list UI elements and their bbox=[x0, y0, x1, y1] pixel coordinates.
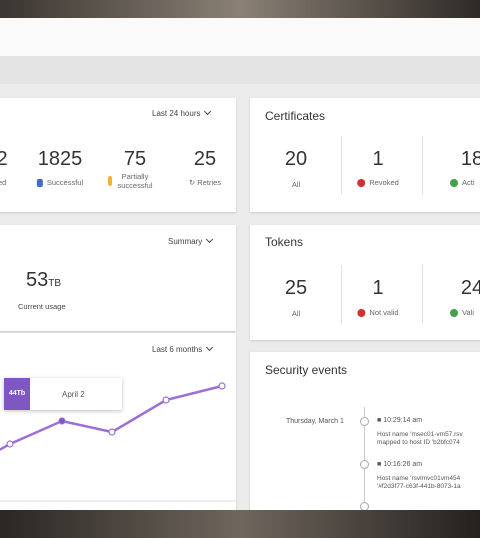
stat-label-text: Retries bbox=[197, 178, 222, 187]
point bbox=[6, 440, 14, 448]
stat-value: 18 bbox=[460, 148, 480, 170]
divider bbox=[341, 136, 342, 194]
stat-value: 75 bbox=[123, 148, 147, 170]
stat-label: All bbox=[291, 180, 301, 189]
certificates-card: Certificates 20 All 1 Revoked 18 Acti bbox=[250, 98, 480, 212]
stat-value: 25 bbox=[193, 148, 217, 170]
stat-value: 20 bbox=[284, 148, 308, 170]
usage-points bbox=[6, 382, 226, 448]
usage-chart-card: Last 6 months 44Tb April 2 bbox=[0, 333, 236, 513]
divider bbox=[341, 265, 342, 323]
stat-label: Revoked bbox=[357, 178, 399, 188]
event-time: ■ 10:16:26 am bbox=[377, 461, 423, 468]
stat-value: 25 bbox=[284, 277, 308, 299]
tooltip-value: 44Tb bbox=[4, 378, 30, 410]
stat-label-text: Vali bbox=[462, 308, 474, 317]
stat-label: Successful bbox=[36, 178, 84, 188]
icon bbox=[357, 309, 366, 318]
range-dropdown[interactable]: Last 24 hours bbox=[152, 109, 210, 118]
stat-label: ↻ Retries bbox=[188, 178, 222, 187]
event-text: Host name 'rsvlmvc01vm454 bbox=[377, 475, 461, 482]
point bbox=[218, 382, 226, 390]
card-title: Certificates bbox=[265, 109, 326, 123]
stat-label-text: Successful bbox=[46, 178, 84, 187]
tooltip: 44Tb April 2 bbox=[4, 378, 122, 410]
event-time: ■ 10:29:14 am bbox=[377, 417, 423, 424]
card-title: Security events bbox=[265, 363, 348, 377]
stat-value: 2 bbox=[0, 148, 8, 170]
stat-label: ed bbox=[0, 178, 7, 187]
security-events-card: Security events Thursday, March 1 ■ 10:2… bbox=[250, 352, 480, 512]
event-text: Host name 'msec01-vm57.rsv bbox=[377, 431, 463, 438]
stat-value: 1825 bbox=[37, 148, 83, 170]
icon bbox=[450, 179, 458, 188]
storage-card: Summary 53TB Current usage bbox=[0, 225, 236, 331]
stat-label: Partially successful bbox=[117, 172, 153, 190]
tooltip-date: April 2 bbox=[62, 390, 85, 399]
point bbox=[58, 417, 66, 425]
mode-dropdown[interactable]: Summary bbox=[168, 237, 212, 246]
stat-value: 1 bbox=[372, 277, 384, 299]
timeline-dot bbox=[360, 417, 369, 426]
toolbar bbox=[0, 56, 480, 84]
icon bbox=[450, 309, 458, 318]
tokens-card: Tokens 25 All 1 Not valid 24 Vali bbox=[250, 225, 480, 340]
usage-line bbox=[0, 384, 223, 451]
stat-value: 24 bbox=[460, 277, 480, 299]
stat-value: 1 bbox=[372, 148, 384, 170]
usage-unit: TB bbox=[48, 278, 62, 289]
stat-label-text: Not valid bbox=[369, 308, 399, 317]
frame-top bbox=[0, 0, 480, 18]
icon bbox=[36, 179, 43, 188]
browser-bar bbox=[0, 18, 480, 56]
icon bbox=[108, 176, 112, 186]
divider bbox=[422, 136, 423, 194]
event-date: Thursday, March 1 bbox=[286, 418, 344, 425]
event-time-text: 10:16:26 am bbox=[383, 461, 423, 468]
event-text: mapped to host ID 'b2bfc074 bbox=[377, 439, 460, 446]
stat-label-text: Revoked bbox=[369, 178, 399, 187]
jobs-card: Last 24 hours 2 ed 1825 Successful 75 Pa… bbox=[0, 98, 236, 212]
divider bbox=[422, 265, 423, 323]
event-text: '#f2d3f77-c63f-441b-8073-1a bbox=[377, 483, 461, 490]
usage-chart bbox=[0, 382, 236, 502]
timeline-dot bbox=[360, 460, 369, 469]
stat-label: Acti bbox=[450, 178, 475, 188]
usage-label: Current usage bbox=[18, 302, 66, 311]
point bbox=[162, 396, 170, 404]
stat-label: All bbox=[291, 309, 301, 318]
frame-bottom bbox=[0, 510, 480, 538]
usage-value: 53TB bbox=[26, 269, 61, 292]
icon bbox=[357, 179, 366, 188]
card-title: Tokens bbox=[265, 235, 304, 249]
stat-label-text: Acti bbox=[462, 178, 475, 187]
usage-number: 53 bbox=[26, 269, 49, 291]
stat-label: Vali bbox=[450, 308, 474, 318]
range-dropdown[interactable]: Last 6 months bbox=[152, 345, 212, 354]
timeline bbox=[364, 407, 365, 512]
stat-label: Not valid bbox=[357, 308, 399, 318]
point bbox=[108, 428, 116, 436]
event-time-text: 10:29:14 am bbox=[383, 417, 423, 424]
